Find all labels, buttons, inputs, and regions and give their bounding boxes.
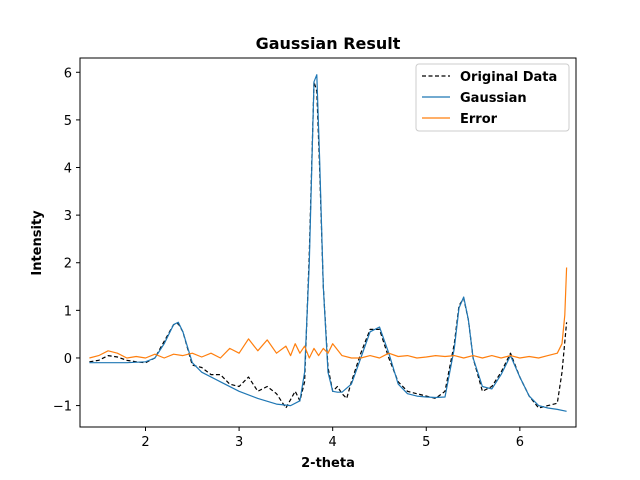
x-tick-label: 4 xyxy=(329,435,337,450)
y-tick-label: −1 xyxy=(53,400,72,415)
y-axis: −1 0 1 2 3 4 5 6 xyxy=(53,66,80,415)
y-tick-label: 1 xyxy=(64,304,72,319)
x-tick-label: 6 xyxy=(516,435,524,450)
legend: Original Data Gaussian Error xyxy=(415,63,570,132)
y-axis-title: Intensity xyxy=(30,210,45,276)
x-tick-label: 2 xyxy=(141,435,149,450)
x-tick-label: 5 xyxy=(422,435,430,450)
x-axis: 2 3 4 5 6 xyxy=(141,427,524,450)
y-tick-label: 5 xyxy=(64,114,72,129)
x-tick-label: 3 xyxy=(235,435,243,450)
y-tick-label: 4 xyxy=(64,162,72,177)
y-tick-label: 0 xyxy=(64,352,72,367)
x-axis-title: 2-theta xyxy=(301,456,355,471)
series-line-error xyxy=(89,267,568,359)
series-layer xyxy=(89,74,568,412)
chart-title: Gaussian Result xyxy=(256,34,401,53)
legend-label-original-data: Original Data xyxy=(460,70,557,85)
y-tick-label: 6 xyxy=(64,66,72,81)
legend-label-error: Error xyxy=(460,112,498,127)
y-tick-label: 2 xyxy=(64,257,72,272)
series-line-gaussian xyxy=(89,74,567,412)
legend-box xyxy=(415,63,570,132)
y-tick-label: 3 xyxy=(64,209,72,224)
plot-frame xyxy=(79,57,577,428)
legend-label-gaussian: Gaussian xyxy=(460,91,527,106)
